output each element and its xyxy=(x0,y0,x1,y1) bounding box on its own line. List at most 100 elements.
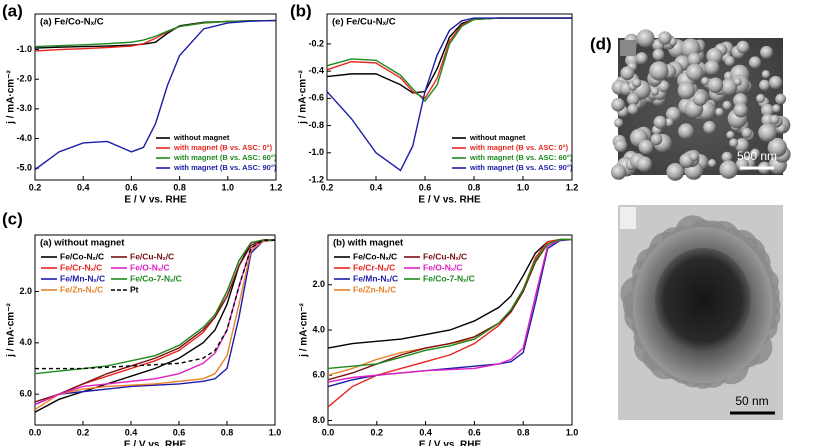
particle xyxy=(756,93,766,103)
panel-label: (a) xyxy=(2,1,23,20)
particle xyxy=(759,79,771,91)
x-tick-label: 0.4 xyxy=(370,182,383,192)
x-tick-label: 0.2 xyxy=(371,427,384,437)
panel-label: (b) xyxy=(290,1,312,20)
particle xyxy=(722,100,732,110)
particle xyxy=(666,163,685,181)
particle xyxy=(686,63,704,82)
legend-label: Fe/Zn-Nₓ/C xyxy=(60,284,103,294)
particle xyxy=(664,117,674,127)
inset xyxy=(620,207,636,229)
particle xyxy=(726,130,735,139)
particle xyxy=(704,59,720,76)
y-tick-label: -5.0 xyxy=(16,163,32,173)
legend-label: without magnet xyxy=(469,133,526,142)
legend-label: with magnet (B vs. ASC: 60°) xyxy=(173,153,277,162)
y-tick-label: -4.0 xyxy=(16,133,32,143)
particle xyxy=(760,103,775,117)
chart-title: (a) Fe/Co-Nₓ/C xyxy=(40,17,104,28)
x-tick-label: 0.8 xyxy=(468,182,481,192)
x-tick-label: 0.6 xyxy=(468,427,481,437)
particle xyxy=(687,52,702,67)
particle xyxy=(620,66,635,81)
particle xyxy=(729,138,739,148)
y-tick-label: -0.4 xyxy=(308,66,324,76)
legend-label: Fe/Mn-Nₓ/C xyxy=(353,273,398,283)
x-tick-label: 1.0 xyxy=(269,427,282,437)
legend-label: without magnet xyxy=(173,133,230,142)
x-axis-title: E / V vs. RHE xyxy=(124,195,187,206)
y-axis-title: j / mA·cm⁻² xyxy=(6,303,17,358)
chart-title: (b) with magnet xyxy=(333,238,404,249)
series-line xyxy=(327,238,572,408)
particle xyxy=(614,118,624,128)
series-line xyxy=(34,239,276,411)
particle xyxy=(715,107,724,117)
y-tick-label: 4.0 xyxy=(19,337,32,347)
particle xyxy=(635,52,648,65)
scale-bar: 500 nm 50 nm xyxy=(730,149,777,415)
y-tick-label: -1.0 xyxy=(308,147,324,157)
chart-title: (e) Fe/Cu-Nₓ/C xyxy=(332,17,396,28)
particle xyxy=(724,55,735,67)
inset xyxy=(620,40,636,56)
y-tick-label: -2.0 xyxy=(16,74,32,84)
y-tick-label: 4.0 xyxy=(312,324,325,334)
x-tick-label: 1.2 xyxy=(566,182,579,192)
legend-label: Fe/O-Nₓ/C xyxy=(130,262,169,272)
y-axis-title: j / mA·cm⁻² xyxy=(299,303,310,358)
y-tick-label: -3.0 xyxy=(16,103,32,113)
y-tick-label: 8.0 xyxy=(312,415,325,425)
particle xyxy=(768,75,783,90)
series-line xyxy=(326,17,572,94)
x-axis-title: E / V vs. RHE xyxy=(418,195,481,206)
particle xyxy=(689,151,699,162)
particle xyxy=(748,56,762,69)
legend-label: Fe/Mn-Nₓ/C xyxy=(60,273,105,283)
sem-image xyxy=(610,29,791,181)
x-tick-label: 0.6 xyxy=(173,427,186,437)
x-tick-label: 0.6 xyxy=(125,182,138,192)
y-tick-label: 6.0 xyxy=(19,389,32,399)
particle xyxy=(650,87,660,96)
core xyxy=(655,248,751,352)
x-tick-label: 0.4 xyxy=(77,182,90,192)
particle xyxy=(631,78,642,88)
particle xyxy=(707,159,717,168)
particle xyxy=(772,104,781,113)
particle xyxy=(775,93,787,105)
plot-frame xyxy=(326,13,573,181)
y-axis-title: j / mA·cm⁻² xyxy=(298,70,309,125)
particle xyxy=(626,93,640,106)
scale-bar-label: 500 nm xyxy=(737,149,777,163)
x-tick-label: 0.6 xyxy=(419,182,432,192)
legend-label: Fe/O-Nₓ/C xyxy=(423,262,462,272)
x-tick-label: 0.2 xyxy=(77,427,90,437)
series-line xyxy=(35,239,275,370)
particle xyxy=(734,138,749,153)
legend-label: Fe/Cr-Nₓ/C xyxy=(353,262,395,272)
particle xyxy=(761,70,771,79)
legend-label: Fe/Co-Nₓ/C xyxy=(353,251,397,261)
scale-bar-label: 50 nm xyxy=(735,394,768,408)
x-tick-label: 0.8 xyxy=(173,182,186,192)
particle xyxy=(649,61,669,81)
y-tick-label: -1.2 xyxy=(308,174,324,184)
x-tick-label: 0.0 xyxy=(29,427,42,437)
x-tick-label: 0.0 xyxy=(322,427,335,437)
legend-label: Fe/Cu-Nₓ/C xyxy=(130,251,174,261)
particle xyxy=(650,133,663,146)
x-tick-label: 1.2 xyxy=(270,182,283,192)
x-tick-label: 0.8 xyxy=(221,427,234,437)
particle xyxy=(692,91,708,107)
particle xyxy=(627,103,639,115)
particle xyxy=(719,160,738,179)
x-axis-title: E / V vs. RHE xyxy=(124,440,187,446)
particle xyxy=(733,103,748,118)
series-line xyxy=(326,17,572,172)
particle xyxy=(720,78,738,96)
series-line xyxy=(34,239,276,406)
particle xyxy=(721,151,733,163)
particle xyxy=(703,121,716,134)
